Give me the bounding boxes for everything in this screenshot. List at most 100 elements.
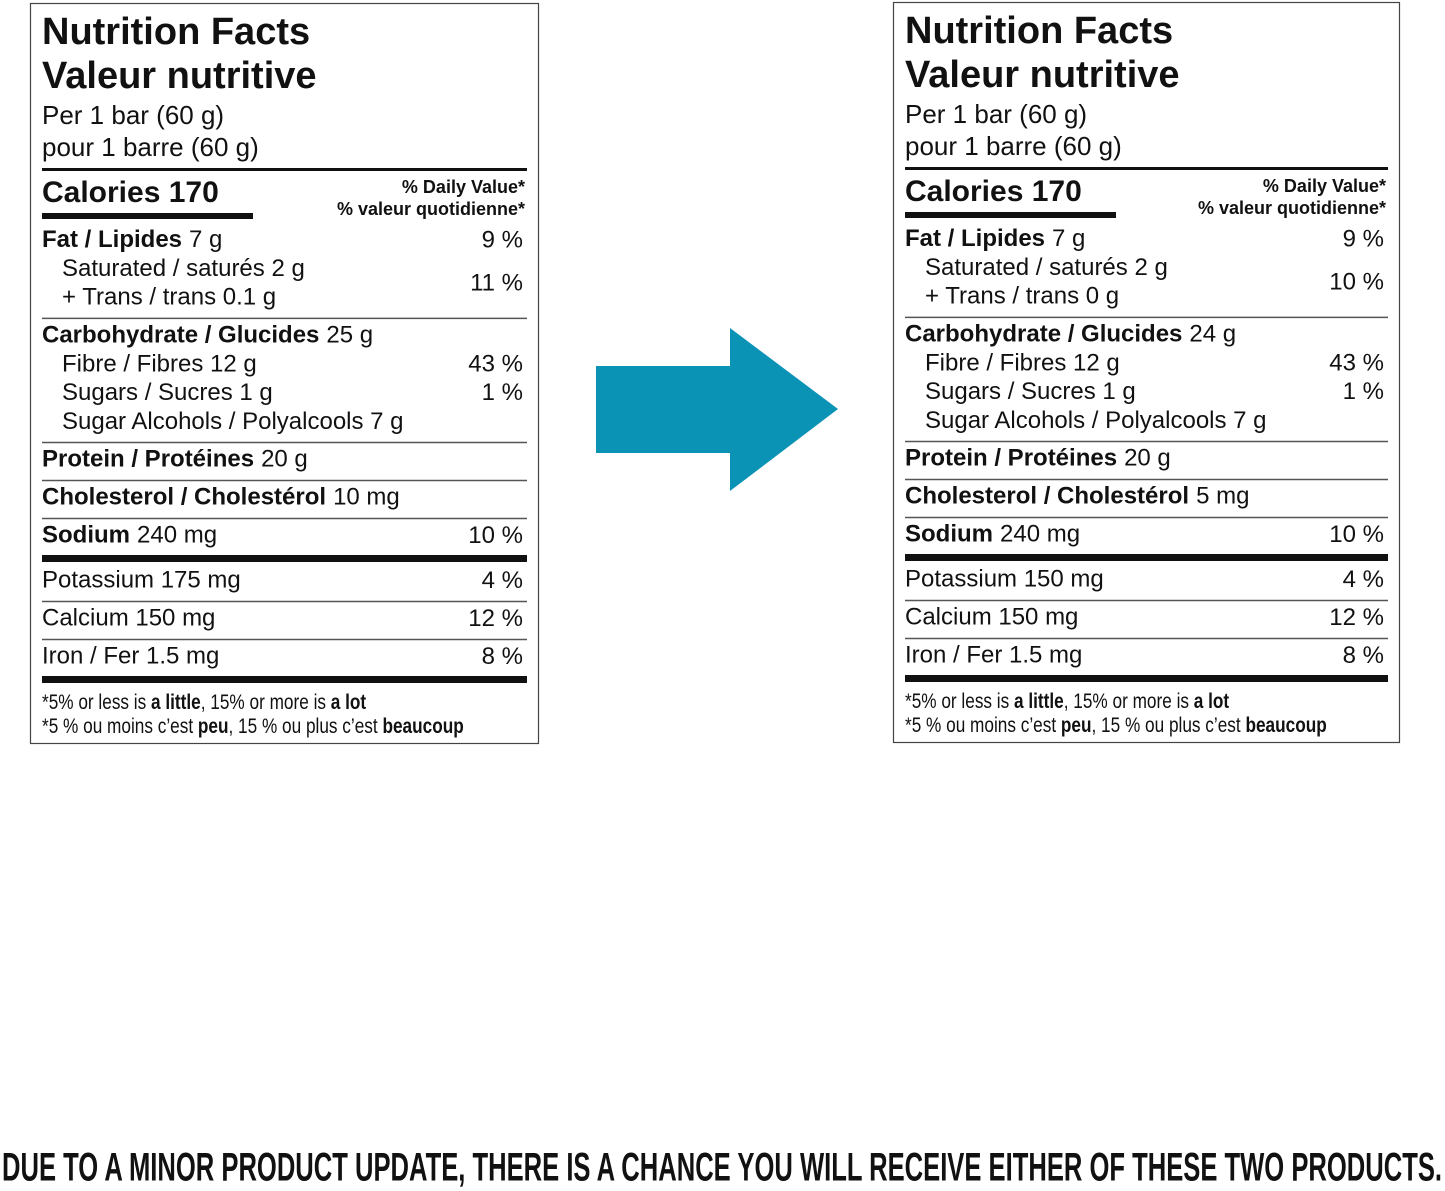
footnote-part: *5 % ou moins c’est — [905, 715, 1061, 738]
serving: pour 1 barre (60 g) — [42, 132, 259, 162]
footnote-part: beaucoup — [382, 716, 463, 739]
footnote-part: a lot — [1194, 691, 1230, 714]
nutrient-sub: + Trans / trans 0.1 g — [62, 284, 276, 311]
nutrient: Fat / Lipides 7 g — [42, 226, 222, 253]
footnote: *5% or less is a little, 15% or more is … — [905, 691, 1327, 738]
nutrient: Sodium 240 mg — [42, 522, 217, 549]
footnote-line: *5% or less is a little, 15% or more is … — [42, 692, 367, 715]
nutrient-amount: 240 mg — [137, 522, 217, 549]
nutrient: Cholesterol / Cholestérol 5 mg — [905, 483, 1249, 510]
nutrient-name: Sodium — [905, 521, 993, 548]
calories-bar — [905, 212, 1116, 218]
nutrient-name: Protein / Protéines — [42, 446, 254, 473]
calories: Calories 170 — [905, 175, 1082, 208]
nutrient: Calcium 150 mg — [42, 605, 215, 632]
nutrient-sub: + Trans / trans 0 g — [925, 283, 1119, 310]
daily-value: 10 % — [468, 522, 523, 549]
rule-thick — [905, 554, 1388, 561]
title: Nutrition Facts — [905, 10, 1173, 52]
footnote-part: a little — [1014, 691, 1064, 714]
nutrient-amount: 7 g — [1052, 225, 1085, 252]
nutrient-amount: 25 g — [326, 322, 373, 349]
nutrient: Potassium 150 mg — [905, 566, 1104, 593]
daily-value: 8 % — [1343, 642, 1384, 669]
daily-value: 8 % — [482, 643, 523, 670]
footnote-part: a lot — [331, 692, 367, 715]
nutrient-text: Iron / Fer 1.5 mg — [42, 643, 219, 670]
nutrient-amount: 240 mg — [1000, 521, 1080, 548]
nutrient-amount: 24 g — [1189, 321, 1236, 348]
footnote-part: peu — [1061, 715, 1092, 738]
calories: Calories 170 — [42, 176, 219, 209]
nutrient-sub: Saturated / saturés 2 g — [925, 254, 1168, 281]
daily-value: 4 % — [482, 567, 523, 594]
nutrient: Cholesterol / Cholestérol 10 mg — [42, 484, 400, 511]
nutrient-name: Carbohydrate / Glucides — [905, 321, 1182, 348]
nutrient: Protein / Protéines 20 g — [905, 445, 1171, 472]
daily-value: 10 % — [1329, 268, 1384, 295]
nutrient: Calcium 150 mg — [905, 604, 1078, 631]
rule-thick — [42, 168, 527, 171]
rule-thick — [42, 555, 527, 562]
nutrient-name: Sodium — [42, 522, 130, 549]
serving: pour 1 barre (60 g) — [905, 131, 1122, 161]
dv-header: % Daily Value* — [402, 177, 525, 197]
nutrient: Iron / Fer 1.5 mg — [905, 642, 1082, 669]
nutrient-sub: Sugars / Sucres 1 g — [925, 378, 1136, 405]
label-border — [29, 2, 540, 745]
daily-value: 9 % — [1343, 225, 1384, 252]
dv-header: % valeur quotidienne* — [1198, 198, 1386, 218]
rule-thick — [42, 676, 527, 683]
nutrient-amount: 7 g — [189, 226, 222, 253]
daily-value: 12 % — [468, 605, 523, 632]
footnote-part: , 15 % ou plus c’est — [228, 716, 382, 739]
daily-value: 43 % — [1329, 349, 1384, 376]
dv-header: % valeur quotidienne* — [337, 199, 525, 219]
label-border — [892, 1, 1401, 744]
footnote-part: peu — [198, 716, 229, 739]
nutrient-name: Fat / Lipides — [42, 226, 182, 253]
footnote-part: , 15% or more is — [1064, 691, 1194, 714]
nutrient-sub: Fibre / Fibres 12 g — [62, 350, 257, 377]
daily-value: 9 % — [482, 226, 523, 253]
daily-value: 43 % — [468, 350, 523, 377]
nutrient-amount: 20 g — [1124, 445, 1171, 472]
nutrient-text: Iron / Fer 1.5 mg — [905, 642, 1082, 669]
nutrient-sub: Sugar Alcohols / Polyalcools 7 g — [62, 408, 404, 435]
nutrient-sub: Sugar Alcohols / Polyalcools 7 g — [925, 407, 1267, 434]
footnote-part: *5 % ou moins c’est — [42, 716, 198, 739]
footnote-part: *5% or less is — [905, 691, 1014, 714]
nutrient: Protein / Protéines 20 g — [42, 446, 308, 473]
rule-thick — [905, 675, 1388, 682]
footnote-part: beaucoup — [1245, 715, 1326, 738]
nutrient: Potassium 175 mg — [42, 567, 241, 594]
caption: DUE TO A MINOR PRODUCT UPDATE, THERE IS … — [2, 1146, 1442, 1190]
daily-value: 11 % — [470, 269, 523, 296]
nutrient-sub: Fibre / Fibres 12 g — [925, 349, 1120, 376]
nutrient: Sodium 240 mg — [905, 521, 1080, 548]
footnote-part: *5% or less is — [42, 692, 151, 715]
arrow — [596, 328, 838, 491]
serving: Per 1 bar (60 g) — [905, 99, 1087, 129]
nutrient-text: Potassium 150 mg — [905, 566, 1104, 593]
nutrient-sub: Sugars / Sucres 1 g — [62, 379, 273, 406]
calories-bar — [42, 213, 253, 219]
nutrient-amount: 10 mg — [333, 484, 400, 511]
serving: Per 1 bar (60 g) — [42, 100, 224, 130]
nutrient: Carbohydrate / Glucides 25 g — [42, 322, 373, 349]
daily-value: 12 % — [1329, 604, 1384, 631]
nutrient-text: Calcium 150 mg — [42, 605, 215, 632]
nutrient: Fat / Lipides 7 g — [905, 225, 1085, 252]
nutrient-name: Cholesterol / Cholestérol — [42, 484, 326, 511]
footnote-line: *5 % ou moins c’est peu, 15 % ou plus c’… — [905, 715, 1327, 738]
nutrient-name: Carbohydrate / Glucides — [42, 322, 319, 349]
nutrient-text: Calcium 150 mg — [905, 604, 1078, 631]
title: Nutrition Facts — [42, 11, 310, 53]
rule-thick — [905, 167, 1388, 170]
daily-value: 4 % — [1343, 566, 1384, 593]
footnote-part: a little — [151, 692, 201, 715]
nutrient-name: Cholesterol / Cholestérol — [905, 483, 1189, 510]
